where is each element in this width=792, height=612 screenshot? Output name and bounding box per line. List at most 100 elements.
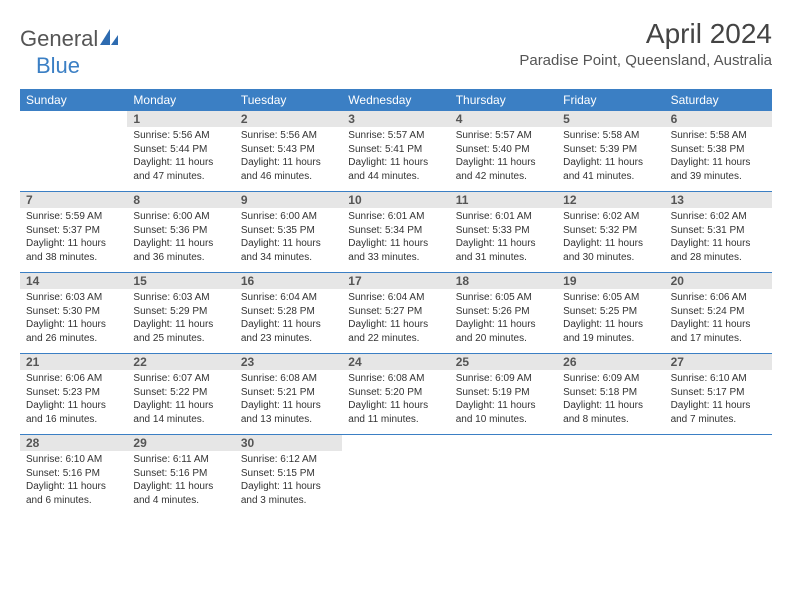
- calendar-cell: 17 Sunrise: 6:04 AMSunset: 5:27 PMDayligh…: [342, 273, 449, 353]
- daylight-line-2: and 14 minutes.: [133, 413, 228, 427]
- calendar-week: 21Sunrise: 6:06 AMSunset: 5:23 PMDayligh…: [20, 353, 772, 434]
- calendar-cell: 1Sunrise: 5:56 AMSunset: 5:44 PMDaylight…: [127, 111, 234, 191]
- logo-text-general: General: [20, 26, 98, 52]
- cell-body: Sunrise: 5:56 AMSunset: 5:44 PMDaylight:…: [127, 127, 234, 187]
- sunrise-label: Sunrise: 5:56 AM: [133, 129, 228, 143]
- sunrise-label: Sunrise: 6:08 AM: [241, 372, 336, 386]
- day-number-bar: 29: [127, 435, 234, 451]
- sunset-label: Sunset: 5:18 PM: [563, 386, 658, 400]
- daylight-line-2: and 8 minutes.: [563, 413, 658, 427]
- sunrise-label: Sunrise: 6:10 AM: [26, 453, 121, 467]
- daylight-line-1: Daylight: 11 hours: [671, 318, 766, 332]
- calendar-cell: 14Sunrise: 6:03 AMSunset: 5:30 PMDayligh…: [20, 273, 127, 353]
- sunrise-label: Sunrise: 6:03 AM: [26, 291, 121, 305]
- sunrise-label: Sunrise: 6:00 AM: [133, 210, 228, 224]
- day-number-bar: 13: [665, 192, 772, 208]
- cell-body: Sunrise: 5:57 AMSunset: 5:41 PMDaylight:…: [342, 127, 449, 187]
- calendar-grid: Sunday Monday Tuesday Wednesday Thursday…: [20, 89, 772, 515]
- day-number: 25: [456, 355, 469, 369]
- daylight-line-2: and 46 minutes.: [241, 170, 336, 184]
- day-number-bar: 22: [127, 354, 234, 370]
- calendar-cell: 3Sunrise: 5:57 AMSunset: 5:41 PMDaylight…: [342, 111, 449, 191]
- cell-body: Sunrise: 6:01 AMSunset: 5:33 PMDaylight:…: [450, 208, 557, 268]
- day-number: 6: [671, 112, 678, 126]
- cell-body: Sunrise: 5:56 AMSunset: 5:43 PMDaylight:…: [235, 127, 342, 187]
- sunrise-label: Sunrise: 6:05 AM: [563, 291, 658, 305]
- calendar-week: 28Sunrise: 6:10 AMSunset: 5:16 PMDayligh…: [20, 434, 772, 515]
- daylight-line-1: Daylight: 11 hours: [563, 237, 658, 251]
- daylight-line-2: and 25 minutes.: [133, 332, 228, 346]
- calendar-cell: 10Sunrise: 6:01 AMSunset: 5:34 PMDayligh…: [342, 192, 449, 272]
- daylight-line-1: Daylight: 11 hours: [671, 237, 766, 251]
- sunrise-label: Sunrise: 6:09 AM: [563, 372, 658, 386]
- day-number: 3: [348, 112, 355, 126]
- day-number-bar: 27: [665, 354, 772, 370]
- cell-body: Sunrise: 6:08 AMSunset: 5:21 PMDaylight:…: [235, 370, 342, 430]
- day-number: 28: [26, 436, 39, 450]
- day-number: 13: [671, 193, 684, 207]
- sunrise-label: Sunrise: 6:00 AM: [241, 210, 336, 224]
- day-number: 27: [671, 355, 684, 369]
- sunset-label: Sunset: 5:29 PM: [133, 305, 228, 319]
- daylight-line-2: and 7 minutes.: [671, 413, 766, 427]
- sunset-label: Sunset: 5:17 PM: [671, 386, 766, 400]
- cell-body: Sunrise: 6:10 AMSunset: 5:16 PMDaylight:…: [20, 451, 127, 511]
- day-header-tue: Tuesday: [235, 89, 342, 111]
- cell-body: Sunrise: 6:10 AMSunset: 5:17 PMDaylight:…: [665, 370, 772, 430]
- daylight-line-1: Daylight: 11 hours: [241, 318, 336, 332]
- daylight-line-1: Daylight: 11 hours: [348, 318, 443, 332]
- daylight-line-2: and 19 minutes.: [563, 332, 658, 346]
- day-number: 17: [348, 274, 361, 288]
- sunrise-label: Sunrise: 6:04 AM: [348, 291, 443, 305]
- daylight-line-2: and 30 minutes.: [563, 251, 658, 265]
- day-number: 15: [133, 274, 146, 288]
- sunset-label: Sunset: 5:28 PM: [241, 305, 336, 319]
- day-number-bar: 23: [235, 354, 342, 370]
- calendar-cell: 22Sunrise: 6:07 AMSunset: 5:22 PMDayligh…: [127, 354, 234, 434]
- day-number: 24: [348, 355, 361, 369]
- day-number: 5: [563, 112, 570, 126]
- sunset-label: Sunset: 5:44 PM: [133, 143, 228, 157]
- calendar-cell: 11Sunrise: 6:01 AMSunset: 5:33 PMDayligh…: [450, 192, 557, 272]
- sunset-label: Sunset: 5:16 PM: [26, 467, 121, 481]
- daylight-line-1: Daylight: 11 hours: [26, 480, 121, 494]
- day-number: 29: [133, 436, 146, 450]
- calendar-cell: [665, 435, 772, 515]
- cell-body: Sunrise: 6:07 AMSunset: 5:22 PMDaylight:…: [127, 370, 234, 430]
- sunset-label: Sunset: 5:26 PM: [456, 305, 551, 319]
- sunrise-label: Sunrise: 6:06 AM: [671, 291, 766, 305]
- daylight-line-1: Daylight: 11 hours: [348, 156, 443, 170]
- calendar-cell: 9Sunrise: 6:00 AMSunset: 5:35 PMDaylight…: [235, 192, 342, 272]
- sunset-label: Sunset: 5:37 PM: [26, 224, 121, 238]
- location-label: Paradise Point, Queensland, Australia: [519, 52, 772, 69]
- calendar-cell: [342, 435, 449, 515]
- day-number: 16: [241, 274, 254, 288]
- sunset-label: Sunset: 5:16 PM: [133, 467, 228, 481]
- daylight-line-1: Daylight: 11 hours: [133, 480, 228, 494]
- title-block: April 2024 Paradise Point, Queensland, A…: [519, 18, 772, 69]
- cell-body: Sunrise: 6:11 AMSunset: 5:16 PMDaylight:…: [127, 451, 234, 511]
- day-header-thu: Thursday: [450, 89, 557, 111]
- day-number-bar: 4: [450, 111, 557, 127]
- cell-body: Sunrise: 6:06 AMSunset: 5:23 PMDaylight:…: [20, 370, 127, 430]
- day-number: 10: [348, 193, 361, 207]
- calendar-cell: 7Sunrise: 5:59 AMSunset: 5:37 PMDaylight…: [20, 192, 127, 272]
- calendar-cell: 18Sunrise: 6:05 AMSunset: 5:26 PMDayligh…: [450, 273, 557, 353]
- day-number: 4: [456, 112, 463, 126]
- sunset-label: Sunset: 5:36 PM: [133, 224, 228, 238]
- daylight-line-1: Daylight: 11 hours: [26, 399, 121, 413]
- sunrise-label: Sunrise: 6:03 AM: [133, 291, 228, 305]
- sunset-label: Sunset: 5:21 PM: [241, 386, 336, 400]
- day-number-bar: 14: [20, 273, 127, 289]
- daylight-line-2: and 31 minutes.: [456, 251, 551, 265]
- sunrise-label: Sunrise: 6:09 AM: [456, 372, 551, 386]
- calendar-week: 1Sunrise: 5:56 AMSunset: 5:44 PMDaylight…: [20, 111, 772, 191]
- daylight-line-2: and 42 minutes.: [456, 170, 551, 184]
- calendar-cell: 21Sunrise: 6:06 AMSunset: 5:23 PMDayligh…: [20, 354, 127, 434]
- daylight-line-2: and 41 minutes.: [563, 170, 658, 184]
- cell-body: Sunrise: 6:00 AMSunset: 5:35 PMDaylight:…: [235, 208, 342, 268]
- daylight-line-1: Daylight: 11 hours: [241, 156, 336, 170]
- sunset-label: Sunset: 5:27 PM: [348, 305, 443, 319]
- cell-body: Sunrise: 6:05 AMSunset: 5:25 PMDaylight:…: [557, 289, 664, 349]
- daylight-line-1: Daylight: 11 hours: [241, 480, 336, 494]
